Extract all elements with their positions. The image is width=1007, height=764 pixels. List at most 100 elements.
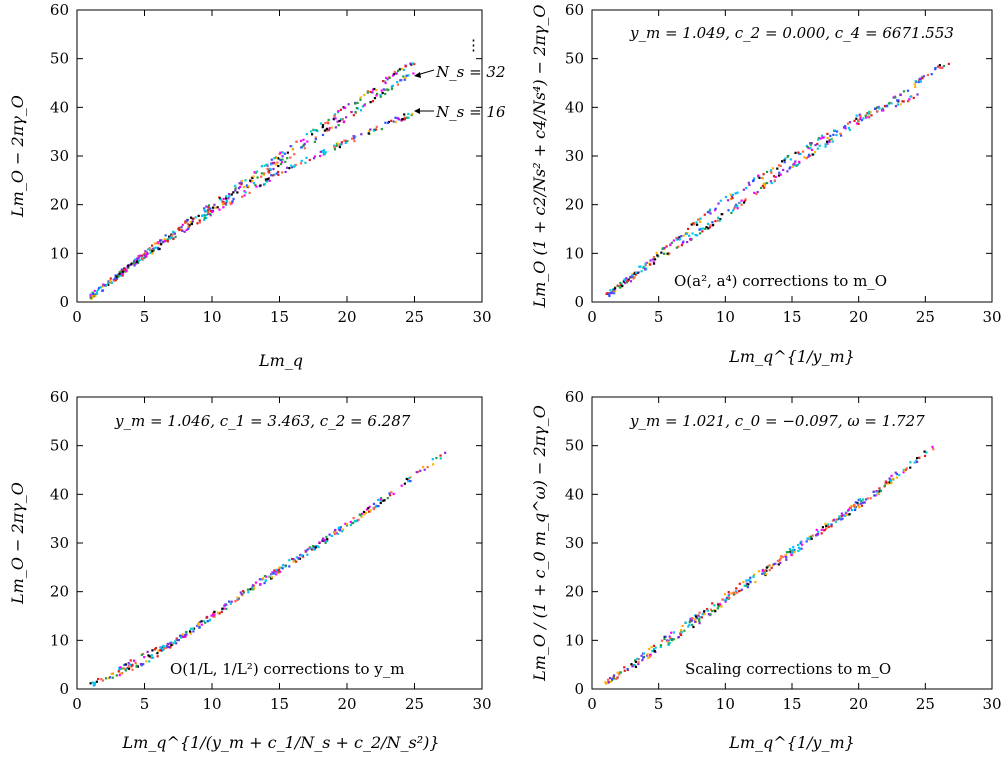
- scatter-point: [152, 249, 155, 252]
- scatter-point: [909, 95, 912, 98]
- xlabel-top-right: Lm_q^{1/y_m}: [728, 347, 855, 366]
- scatter-point: [205, 216, 208, 220]
- scatter-point: [356, 519, 359, 522]
- scatter-point: [845, 512, 848, 515]
- scatter-point: [608, 294, 611, 298]
- scatter-point: [610, 291, 613, 294]
- scatter-point: [259, 583, 262, 586]
- scatter-point: [809, 535, 813, 538]
- scatter-point: [292, 165, 296, 168]
- scatter-point: [369, 509, 372, 512]
- xlabel-bottom-left: Lm_q^{1/(y_m + c_1/N_s + c_2/N_s²)}: [121, 733, 439, 752]
- scatter-point: [129, 659, 132, 662]
- scatter-point: [686, 240, 689, 244]
- scatter-point: [100, 678, 103, 681]
- scatter-point: [262, 172, 266, 175]
- scatter-point: [157, 248, 160, 251]
- y-tick-label: 20: [565, 583, 584, 601]
- scatter-point: [416, 470, 420, 473]
- scatter-point: [270, 576, 274, 579]
- scatter-point: [623, 669, 626, 672]
- scatter-point: [305, 550, 308, 553]
- scatter-point: [640, 270, 643, 273]
- scatter-point: [198, 625, 201, 629]
- scatter-point: [855, 122, 859, 125]
- scatter-point: [644, 268, 647, 271]
- scatter-point: [655, 251, 658, 254]
- scatter-point: [290, 166, 294, 169]
- scatter-point: [873, 494, 876, 497]
- scatter-point: [644, 262, 647, 265]
- scatter-point: [252, 182, 256, 185]
- scatter-point: [439, 457, 442, 460]
- scatter-point: [344, 141, 347, 144]
- scatter-point: [207, 211, 210, 214]
- scatter-point: [850, 508, 854, 512]
- scatter-point: [276, 161, 279, 164]
- scatter-point: [905, 467, 908, 470]
- scatter-point: [405, 74, 408, 77]
- scatter-point: [207, 206, 210, 209]
- scatter-point: [865, 498, 868, 501]
- scatter-point: [819, 137, 822, 140]
- scatter-point: [142, 663, 145, 666]
- scatter-point: [136, 261, 140, 265]
- scatter-point: [407, 116, 410, 119]
- scatter-point: [93, 682, 96, 685]
- y-tick-label: 40: [50, 485, 69, 503]
- x-tick-label: 10: [716, 695, 735, 713]
- scatter-point: [733, 207, 736, 210]
- x-tick-label: 30: [472, 308, 491, 326]
- scatter-point: [360, 133, 363, 136]
- scatter-point: [800, 547, 803, 550]
- x-tick-label: 25: [405, 695, 424, 713]
- scatter-point: [709, 608, 712, 611]
- scatter-point: [154, 646, 158, 650]
- scatter-point: [719, 218, 722, 221]
- scatter-point: [352, 114, 355, 117]
- scatter-point: [890, 102, 893, 105]
- scatter-point: [311, 544, 315, 548]
- scatter-point: [765, 170, 769, 174]
- scatter-point: [361, 105, 364, 108]
- scatter-point: [189, 221, 192, 224]
- scatter-point: [196, 222, 199, 225]
- scatter-point: [321, 126, 324, 129]
- x-tick-label: 5: [654, 308, 664, 326]
- scatter-point: [789, 166, 792, 169]
- scatter-point: [221, 203, 224, 206]
- scatter-point: [675, 246, 678, 249]
- scatter-point: [691, 623, 694, 627]
- scatter-point: [123, 663, 126, 666]
- scatter-point: [160, 243, 163, 246]
- scatter-point: [619, 283, 622, 286]
- scatter-point: [157, 241, 160, 244]
- scatter-point: [838, 515, 841, 518]
- scatter-point: [779, 173, 782, 176]
- scatter-point: [736, 207, 739, 210]
- scatter-point: [847, 508, 851, 511]
- scatter-point: [310, 133, 314, 136]
- scatter-point: [780, 160, 784, 163]
- scatter-point: [166, 240, 169, 243]
- scatter-point: [266, 180, 269, 183]
- scatter-point: [260, 165, 264, 168]
- scatter-point: [120, 268, 123, 271]
- scatter-point: [284, 160, 287, 163]
- scatter-point: [616, 671, 619, 674]
- scatter-point: [288, 559, 291, 562]
- scatter-point: [135, 260, 139, 263]
- scatter-point: [382, 499, 385, 502]
- scatter-point: [685, 232, 688, 235]
- scatter-point: [803, 156, 806, 159]
- scatter-point: [366, 91, 369, 94]
- scatter-point: [114, 277, 117, 280]
- scatter-point: [275, 568, 278, 572]
- scatter-point: [153, 247, 156, 250]
- scatter-point: [717, 603, 720, 606]
- scatter-point: [136, 257, 139, 260]
- scatter-point: [363, 93, 366, 97]
- scatter-point: [740, 588, 743, 591]
- scatter-point: [648, 647, 651, 651]
- scatter-point: [273, 173, 276, 176]
